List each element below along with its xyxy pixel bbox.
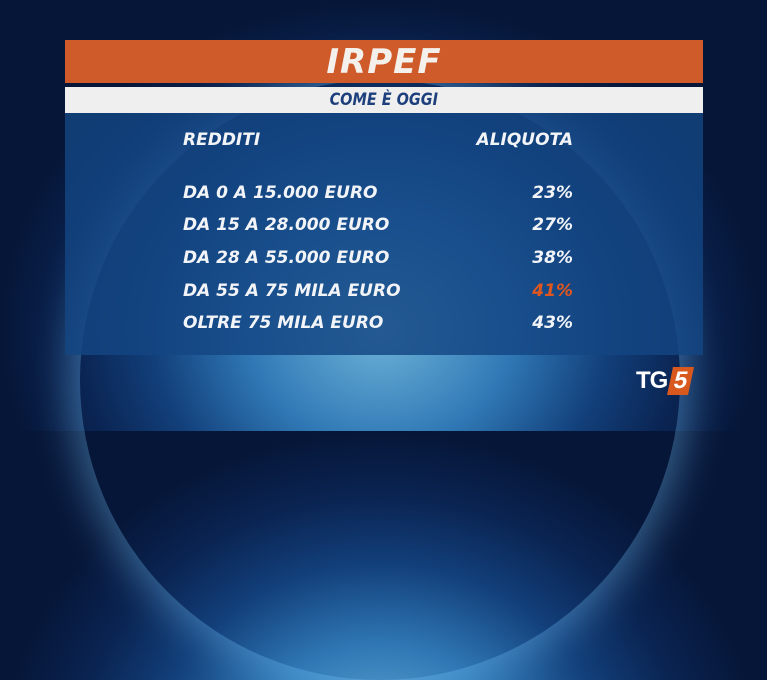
row-range: DA 28 A 55.000 EURO (183, 248, 390, 268)
row-rate: 38% (532, 248, 573, 268)
row-range: OLTRE 75 MILA EURO (183, 313, 384, 333)
subtitle: COME È OGGI (329, 90, 439, 110)
column-header-income: REDDITI (183, 130, 261, 150)
row-range: DA 0 A 15.000 EURO (183, 183, 378, 203)
column-header-rate: ALIQUOTA (476, 130, 573, 150)
row-rate-highlighted: 41% (532, 281, 573, 301)
row-range: DA 55 A 75 MILA EURO (183, 281, 401, 301)
rates-table: REDDITI ALIQUOTA DA 0 A 15.000 EURO 23% … (65, 113, 703, 355)
logo-5: 5 (667, 367, 695, 395)
tg5-logo: TG 5 (636, 366, 695, 396)
row-rate: 43% (532, 313, 573, 333)
row-range: DA 15 A 28.000 EURO (183, 215, 390, 235)
row-rate: 23% (532, 183, 573, 203)
subtitle-bar: COME È OGGI (65, 87, 703, 113)
title: IRPEF (326, 41, 442, 82)
logo-tg: TG (636, 367, 668, 394)
row-rate: 27% (532, 215, 573, 235)
title-bar: IRPEF (65, 40, 703, 83)
